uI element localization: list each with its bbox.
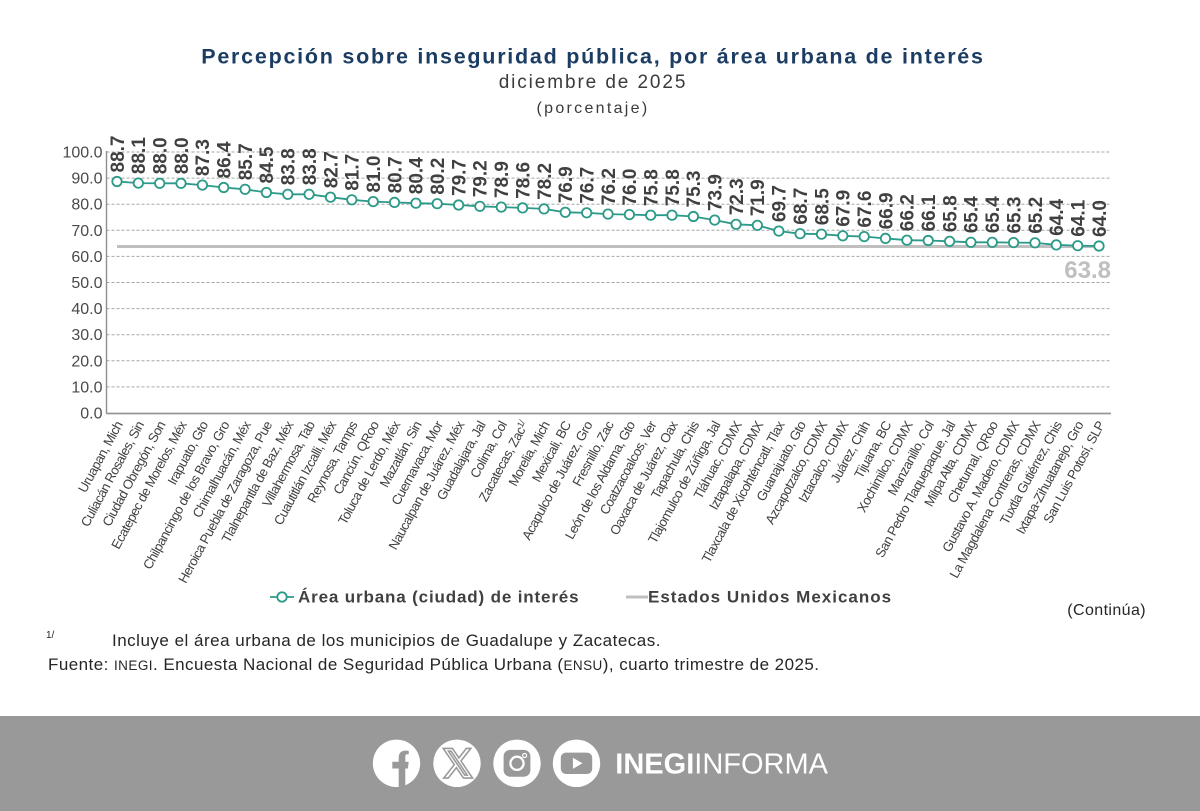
svg-text:diciembre de 2025: diciembre de 2025	[499, 72, 688, 93]
svg-text:65.4: 65.4	[983, 196, 1004, 233]
svg-text:50.0: 50.0	[71, 275, 102, 292]
svg-text:INEGIINFORMA: INEGIINFORMA	[615, 749, 828, 781]
svg-text:75.8: 75.8	[642, 169, 663, 206]
svg-text:84.5: 84.5	[257, 146, 278, 183]
svg-text:73.9: 73.9	[706, 174, 727, 211]
svg-text:85.7: 85.7	[236, 143, 257, 180]
svg-text:Incluye el área urbana de los: Incluye el área urbana de los municipios…	[112, 631, 661, 650]
svg-text:66.2: 66.2	[898, 194, 919, 231]
svg-text:(Continúa): (Continúa)	[1067, 602, 1146, 619]
svg-text:Percepción sobre inseguridad p: Percepción sobre inseguridad pública, po…	[201, 45, 984, 69]
svg-text:63.8: 63.8	[1064, 257, 1111, 284]
svg-text:80.0: 80.0	[71, 197, 102, 214]
svg-text:78.6: 78.6	[513, 162, 534, 199]
svg-text:88.0: 88.0	[151, 137, 172, 174]
svg-text:65.8: 65.8	[940, 195, 961, 232]
svg-text:(porcentaje): (porcentaje)	[537, 100, 650, 117]
svg-text:64.1: 64.1	[1069, 199, 1090, 236]
svg-text:70.0: 70.0	[71, 223, 102, 240]
svg-text:83.8: 83.8	[279, 148, 300, 185]
svg-text:88.0: 88.0	[172, 137, 193, 174]
svg-text:83.8: 83.8	[300, 148, 321, 185]
svg-text:88.7: 88.7	[108, 136, 129, 173]
svg-text:Área urbana (ciudad) de interé: Área urbana (ciudad) de interés	[298, 588, 579, 607]
svg-text:76.7: 76.7	[578, 167, 599, 204]
svg-text:64.0: 64.0	[1090, 200, 1111, 237]
svg-text:67.6: 67.6	[855, 191, 876, 228]
svg-text:79.7: 79.7	[449, 159, 470, 196]
svg-text:78.2: 78.2	[535, 163, 556, 200]
svg-text:75.3: 75.3	[684, 171, 705, 208]
svg-text:66.1: 66.1	[919, 194, 940, 231]
svg-text:87.3: 87.3	[193, 139, 214, 176]
svg-text:67.9: 67.9	[834, 190, 855, 227]
svg-text:90.0: 90.0	[71, 171, 102, 188]
svg-text:78.9: 78.9	[492, 161, 513, 198]
svg-text:81.0: 81.0	[364, 156, 385, 193]
svg-text:80.2: 80.2	[428, 158, 449, 195]
svg-text:1/: 1/	[46, 630, 55, 641]
svg-text:88.1: 88.1	[129, 137, 150, 174]
svg-text:80.7: 80.7	[385, 156, 406, 193]
svg-text:64.4: 64.4	[1047, 198, 1068, 235]
svg-text:72.3: 72.3	[727, 178, 748, 215]
svg-text:65.3: 65.3	[1004, 197, 1025, 234]
svg-text:65.4: 65.4	[962, 196, 983, 233]
svg-text:80.4: 80.4	[407, 157, 428, 194]
svg-text:Estados Unidos Mexicanos: Estados Unidos Mexicanos	[648, 588, 892, 607]
svg-text:60.0: 60.0	[71, 249, 102, 266]
svg-text:65.2: 65.2	[1026, 197, 1047, 234]
svg-text:100.0: 100.0	[62, 145, 102, 162]
svg-text:82.7: 82.7	[321, 151, 342, 188]
svg-text:71.9: 71.9	[748, 179, 769, 216]
svg-text:10.0: 10.0	[71, 379, 102, 396]
svg-text:79.2: 79.2	[471, 160, 492, 197]
svg-text:68.5: 68.5	[812, 188, 833, 225]
svg-text:Fuente: INEGI. Encuesta Nacion: Fuente: INEGI. Encuesta Nacional de Segu…	[48, 655, 819, 674]
svg-text:68.7: 68.7	[791, 188, 812, 225]
svg-text:20.0: 20.0	[71, 353, 102, 370]
svg-text:76.2: 76.2	[599, 168, 620, 205]
svg-text:40.0: 40.0	[71, 301, 102, 318]
svg-text:69.7: 69.7	[770, 185, 791, 222]
svg-text:81.7: 81.7	[343, 154, 364, 191]
svg-text:30.0: 30.0	[71, 327, 102, 344]
svg-text:75.8: 75.8	[663, 169, 684, 206]
svg-text:86.4: 86.4	[215, 141, 236, 178]
svg-text:0.0: 0.0	[80, 406, 102, 423]
svg-text:66.9: 66.9	[876, 192, 897, 229]
svg-text:76.9: 76.9	[556, 166, 577, 203]
svg-text:76.0: 76.0	[620, 169, 641, 206]
